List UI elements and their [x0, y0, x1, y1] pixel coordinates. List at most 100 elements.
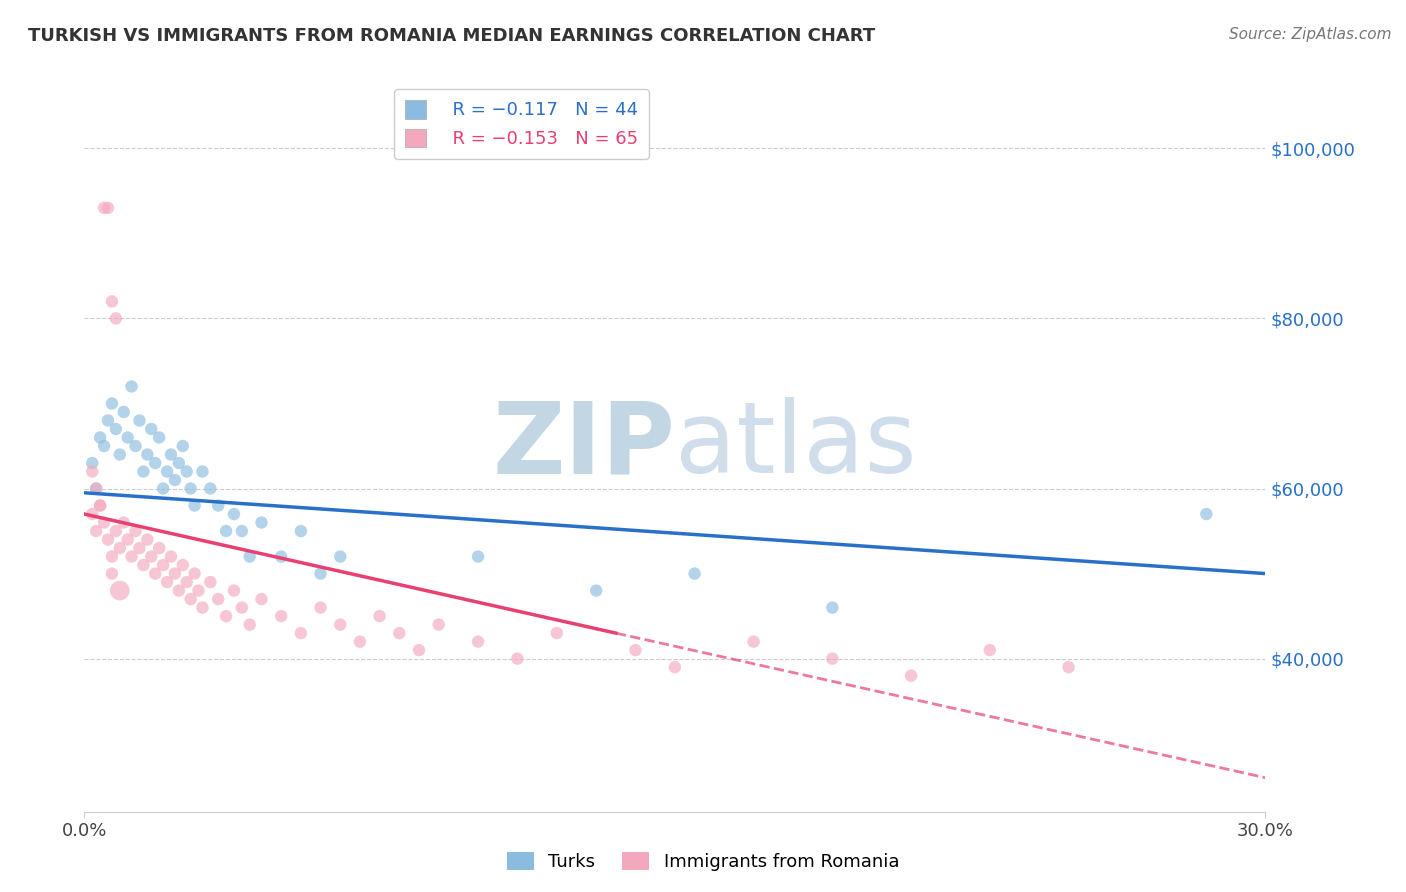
Point — [101, 566, 124, 581]
Point — [900, 668, 922, 682]
Point — [368, 609, 391, 624]
Text: ZIP: ZIP — [492, 398, 675, 494]
Point — [408, 643, 430, 657]
Point — [121, 549, 143, 564]
Point — [191, 465, 214, 479]
Point — [156, 465, 179, 479]
Point — [132, 558, 155, 572]
Point — [128, 413, 150, 427]
Point — [388, 626, 411, 640]
Point — [222, 507, 245, 521]
Point — [742, 634, 765, 648]
Point — [112, 516, 135, 530]
Point — [231, 524, 253, 538]
Point — [176, 575, 198, 590]
Point — [141, 422, 163, 436]
Point — [104, 422, 127, 436]
Point — [136, 533, 159, 547]
Point — [82, 465, 104, 479]
Point — [101, 549, 124, 564]
Point — [167, 583, 190, 598]
Point — [239, 549, 262, 564]
Point — [160, 549, 183, 564]
Point — [239, 617, 262, 632]
Point — [104, 311, 127, 326]
Point — [117, 533, 139, 547]
Point — [1057, 660, 1080, 674]
Point — [84, 482, 107, 496]
Point — [136, 448, 159, 462]
Point — [84, 524, 107, 538]
Point — [821, 651, 844, 665]
Point — [101, 294, 124, 309]
Point — [128, 541, 150, 555]
Point — [664, 660, 686, 674]
Point — [979, 643, 1001, 657]
Point — [124, 524, 146, 538]
Point — [231, 600, 253, 615]
Point — [329, 549, 352, 564]
Point — [624, 643, 647, 657]
Point — [132, 465, 155, 479]
Point — [200, 482, 222, 496]
Point — [101, 396, 124, 410]
Point — [180, 592, 202, 607]
Point — [191, 600, 214, 615]
Point — [329, 617, 352, 632]
Point — [467, 549, 489, 564]
Point — [250, 516, 273, 530]
Point — [309, 566, 332, 581]
Point — [250, 592, 273, 607]
Legend:   R = −0.117   N = 44,   R = −0.153   N = 65: R = −0.117 N = 44, R = −0.153 N = 65 — [394, 89, 648, 159]
Point — [290, 626, 312, 640]
Point — [183, 499, 205, 513]
Point — [270, 549, 292, 564]
Point — [143, 456, 166, 470]
Point — [506, 651, 529, 665]
Point — [112, 405, 135, 419]
Point — [97, 533, 120, 547]
Legend: Turks, Immigrants from Romania: Turks, Immigrants from Romania — [499, 845, 907, 879]
Point — [163, 566, 186, 581]
Point — [309, 600, 332, 615]
Point — [160, 448, 183, 462]
Point — [93, 201, 115, 215]
Point — [89, 499, 111, 513]
Point — [546, 626, 568, 640]
Point — [172, 439, 194, 453]
Point — [200, 575, 222, 590]
Point — [89, 430, 111, 444]
Text: Source: ZipAtlas.com: Source: ZipAtlas.com — [1229, 27, 1392, 42]
Point — [215, 524, 238, 538]
Point — [89, 499, 111, 513]
Point — [163, 473, 186, 487]
Point — [176, 465, 198, 479]
Point — [84, 482, 107, 496]
Point — [349, 634, 371, 648]
Point — [108, 448, 131, 462]
Point — [82, 456, 104, 470]
Point — [183, 566, 205, 581]
Point — [143, 566, 166, 581]
Text: atlas: atlas — [675, 398, 917, 494]
Point — [108, 583, 131, 598]
Point — [215, 609, 238, 624]
Point — [117, 430, 139, 444]
Point — [180, 482, 202, 496]
Point — [585, 583, 607, 598]
Point — [93, 439, 115, 453]
Point — [141, 549, 163, 564]
Point — [467, 634, 489, 648]
Point — [222, 583, 245, 598]
Point — [156, 575, 179, 590]
Point — [148, 541, 170, 555]
Point — [82, 507, 104, 521]
Point — [152, 558, 174, 572]
Point — [152, 482, 174, 496]
Point — [290, 524, 312, 538]
Point — [93, 516, 115, 530]
Point — [427, 617, 450, 632]
Point — [124, 439, 146, 453]
Point — [207, 592, 229, 607]
Point — [207, 499, 229, 513]
